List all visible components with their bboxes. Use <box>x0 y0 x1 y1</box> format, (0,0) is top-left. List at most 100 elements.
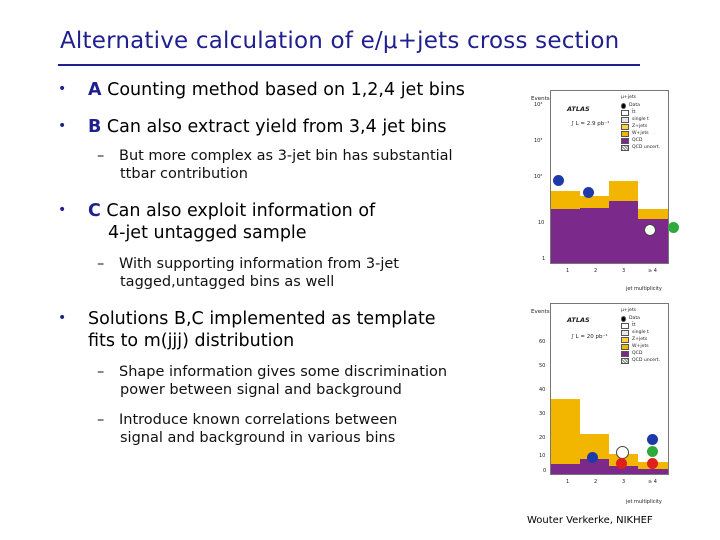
bullet-solutions: • Solutions B,C implemented as template f… <box>58 307 436 352</box>
bullet-letter-b: B <box>88 117 102 137</box>
plot-bottom-bin1-qcd <box>551 464 580 474</box>
bullet-a-text: Counting method based on 1,2,4 jet bins <box>101 80 465 100</box>
marker-open <box>644 224 656 236</box>
plot-bottom-legend-wjets: W+jets <box>621 344 649 350</box>
sub-b1-line2: ttbar contribution <box>120 166 248 182</box>
plot-top: Events ATLAS ∫ L = 2.9 pb⁻¹ μ+jets Data … <box>530 90 679 300</box>
sub-c1-line2: tagged,untagged bins as well <box>120 274 335 290</box>
plot-top-ytick: 1 <box>542 256 546 262</box>
sub-bullet-b1: – But more complex as 3-jet bin has subst… <box>97 147 453 183</box>
plot-bottom-legend-singletop: single t <box>621 330 649 336</box>
marker-green <box>668 222 679 233</box>
plot-bottom-ylabel: Events <box>531 309 550 315</box>
sub-s1-line2: power between signal and background <box>120 382 402 398</box>
plot-bottom-xlabel: jet multiplicity <box>626 499 662 505</box>
sub-dash: – <box>97 364 105 380</box>
plot-bottom-ytick: 50 <box>539 363 546 369</box>
marker-blue <box>553 175 564 186</box>
plot-bottom-atlas: ATLAS <box>567 316 590 324</box>
plot-top-xtick: ≥ 4 <box>648 268 657 274</box>
plot-bottom-legend-zjets: Z+jets <box>621 337 647 343</box>
plot-bottom-legend-qcd-uncert: QCD uncert. <box>621 358 660 364</box>
plot-top-ytick: 10 <box>538 220 545 226</box>
plot-top-xtick: 3 <box>622 268 626 274</box>
title-underline <box>58 64 640 66</box>
sub-bullet-s2: – Introduce known correlations between si… <box>97 411 397 447</box>
bullet-dot: • <box>58 81 67 97</box>
plot-top-legend-singletop: single t <box>621 117 649 123</box>
bullet-solutions-line1: Solutions B,C implemented as template <box>88 309 436 329</box>
plot-bottom-legend-qcd: QCD <box>621 351 642 357</box>
bullet-a: • A Counting method based on 1,2,4 jet bi… <box>58 78 465 101</box>
bullet-b-text: Can also extract yield from 3,4 jet bins <box>101 117 447 137</box>
plot-top-ytick: 10² <box>534 174 543 180</box>
plot-bottom-ytick: 30 <box>539 411 546 417</box>
plot-top-channel: μ+jets <box>621 95 637 100</box>
bullet-c-line2: 4-jet untagged sample <box>108 223 307 243</box>
plot-bottom-ytick: 60 <box>539 339 546 345</box>
marker-blue <box>583 187 594 198</box>
plot-bottom-ytick: 10 <box>539 453 546 459</box>
bullet-solutions-line2: fits to m(jjj) distribution <box>88 331 295 351</box>
plot-top-ytick: 10⁴ <box>534 102 543 108</box>
plot-top-lumi: ∫ L = 2.9 pb⁻¹ <box>571 121 610 127</box>
plot-bottom-lumi: ∫ L = 20 pb⁻¹ <box>571 334 608 340</box>
bullet-dot: • <box>58 310 67 326</box>
plot-top-bin2-qcd <box>580 208 609 263</box>
plot-bottom-xtick: 1 <box>566 479 570 485</box>
sub-bullet-s1: – Shape information gives some discrimina… <box>97 363 447 399</box>
sub-dash: – <box>97 412 105 428</box>
bullet-dot: • <box>58 118 67 134</box>
sub-bullet-c1: – With supporting information from 3-jet … <box>97 255 399 291</box>
plot-bottom-bin4-qcd <box>638 469 668 474</box>
plot-bottom-bin2-qcd <box>580 459 609 474</box>
sub-dash: – <box>97 256 105 272</box>
bullet-c-line1: Can also exploit information of <box>100 201 376 221</box>
bullet-b: • B Can also extract yield from 3,4 jet b… <box>58 115 447 138</box>
marker-blue <box>587 452 598 463</box>
marker-green <box>647 446 658 457</box>
plot-bottom-bin1-wjets <box>551 399 580 474</box>
plot-bottom-xtick: 2 <box>594 479 598 485</box>
plot-bottom-xtick: 3 <box>622 479 626 485</box>
plot-bottom-channel: μ+jets <box>621 308 637 313</box>
plot-top-legend-data: Data <box>621 103 640 109</box>
sub-b1-line1: But more complex as 3-jet bin has substa… <box>119 148 453 164</box>
sub-s2-line2: signal and background in various bins <box>120 430 396 446</box>
plot-top-atlas: ATLAS <box>567 105 590 113</box>
plot-top-legend-qcd-uncert: QCD uncert. <box>621 145 660 151</box>
sub-c1-line1: With supporting information from 3-jet <box>119 256 399 272</box>
plot-bottom-legend-ttbar: t̄t <box>621 323 636 329</box>
plot-top-ylabel: Events <box>531 96 550 102</box>
plot-top-legend-zjets: Z+jets <box>621 124 647 130</box>
plot-bottom-ytick: 20 <box>539 435 546 441</box>
plot-top-bin1-wjets <box>551 191 580 209</box>
plot-bottom-legend-data: Data <box>621 316 640 322</box>
sub-s2-line1: Introduce known correlations between <box>119 412 398 428</box>
plot-top-legend-qcd: QCD <box>621 138 642 144</box>
plot-bottom: Events ATLAS ∫ L = 20 pb⁻¹ μ+jets Data t… <box>530 303 670 511</box>
plot-top-xtick: 1 <box>566 268 570 274</box>
plot-bottom-xtick: ≥ 4 <box>648 479 657 485</box>
bullet-letter-a: A <box>88 80 102 100</box>
plot-bottom-ytick: 40 <box>539 387 546 393</box>
sub-s1-line1: Shape information gives some discriminat… <box>119 364 448 380</box>
plot-top-bin1-qcd <box>551 209 580 263</box>
bullet-letter-c: C <box>88 201 101 221</box>
plot-top-legend-wjets: W+jets <box>621 131 649 137</box>
marker-red <box>647 458 658 469</box>
plot-top-ytick: 10³ <box>534 138 543 144</box>
marker-open <box>616 446 629 459</box>
slide-title: Alternative calculation of e/μ+jets cros… <box>60 28 620 54</box>
plot-top-bin2-wjets <box>580 196 609 208</box>
plot-top-xtick: 2 <box>594 268 598 274</box>
marker-red <box>616 458 627 469</box>
plot-top-xlabel: jet multiplicity <box>626 286 662 292</box>
plot-top-legend-ttbar: t̄t <box>621 110 636 116</box>
plot-top-bin4-wjets <box>638 209 668 219</box>
marker-blue <box>647 434 658 445</box>
plot-bottom-ytick: 0 <box>543 468 547 474</box>
plot-bottom-bin3-qcd <box>609 466 638 474</box>
footer-author: Wouter Verkerke, NIKHEF <box>527 515 653 526</box>
plot-top-bin3-qcd <box>609 201 638 263</box>
